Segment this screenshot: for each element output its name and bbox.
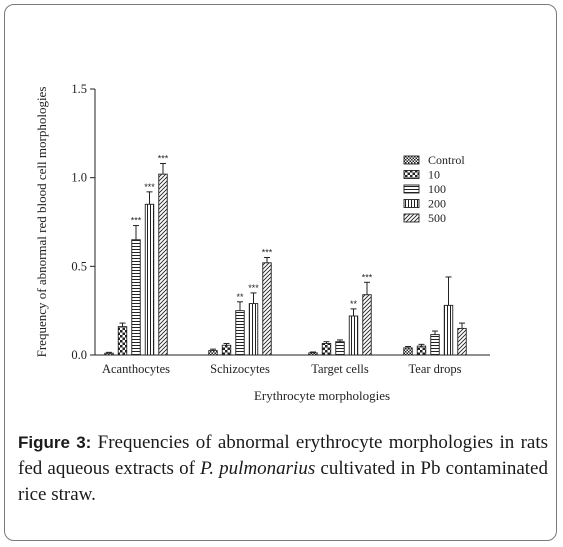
legend-label: 100	[428, 182, 446, 196]
significance-label: ***	[262, 247, 273, 257]
significance-label: **	[236, 292, 244, 302]
x-tick-label: Acanthocytes	[102, 362, 170, 376]
legend-swatch	[403, 213, 420, 223]
legend-label: 10	[428, 168, 440, 182]
figure-label: Figure 3:	[18, 433, 92, 452]
x-tick-label: Tear drops	[409, 362, 462, 376]
legend-label: 500	[428, 211, 446, 225]
significance-label: ***	[158, 153, 169, 163]
bar	[144, 203, 155, 356]
figure-frame	[4, 4, 557, 541]
y-axis-ticks: 0.0 0.5 1.0 1.5	[71, 82, 95, 362]
figure-caption: Figure 3: Frequencies of abnormal erythr…	[18, 430, 548, 508]
legend-label: 200	[428, 197, 446, 211]
significance-label: ***	[362, 272, 373, 282]
significance-label: ***	[248, 283, 259, 293]
bar	[348, 315, 359, 356]
caption-text-before: Frequencies of abnormal erythrocyte morp…	[18, 432, 548, 479]
bar	[221, 344, 232, 356]
x-tick-label: Schizocytes	[210, 362, 270, 376]
y-tick-label: 1.5	[71, 82, 87, 96]
legend-swatch	[403, 199, 420, 208]
bar	[262, 262, 272, 356]
bar	[208, 350, 218, 356]
y-axis-title: Frequency of abnormal red blood cell mor…	[34, 87, 49, 358]
bar	[416, 345, 427, 356]
bar-groups: **********************	[104, 153, 467, 356]
bar	[362, 294, 372, 356]
caption-text-after: cultivated in Pb contaminated rice straw…	[18, 458, 548, 505]
legend-swatch	[403, 155, 420, 165]
y-tick-label: 0.5	[71, 259, 87, 273]
x-tick-label: Target cells	[311, 362, 369, 376]
bar	[430, 334, 440, 356]
bar	[104, 352, 114, 356]
bar	[321, 343, 332, 356]
legend-swatch	[403, 170, 420, 179]
bar	[248, 303, 259, 356]
significance-label: **	[350, 299, 358, 309]
bar	[403, 347, 413, 356]
bar	[457, 327, 467, 356]
bar	[335, 341, 345, 356]
y-tick-label: 0.0	[71, 348, 87, 362]
y-tick-label: 1.0	[71, 171, 87, 185]
x-axis-tick-labels: Acanthocytes Schizocytes Target cells Tear …	[102, 362, 462, 376]
bar	[131, 239, 141, 356]
x-axis-title: Erythrocyte morphologies	[254, 388, 390, 403]
significance-label: ***	[144, 182, 155, 192]
caption-species: P. pulmonarius	[200, 458, 316, 479]
legend-label: Control	[428, 153, 465, 167]
significance-label: ***	[131, 216, 142, 226]
bar	[308, 352, 318, 356]
bar	[235, 310, 245, 356]
bar-chart: 0.00.51.01.5 ********************** Acan…	[34, 82, 490, 403]
bar	[117, 326, 128, 356]
legend-swatch	[403, 184, 420, 194]
bar	[158, 173, 168, 356]
bar	[443, 304, 454, 356]
